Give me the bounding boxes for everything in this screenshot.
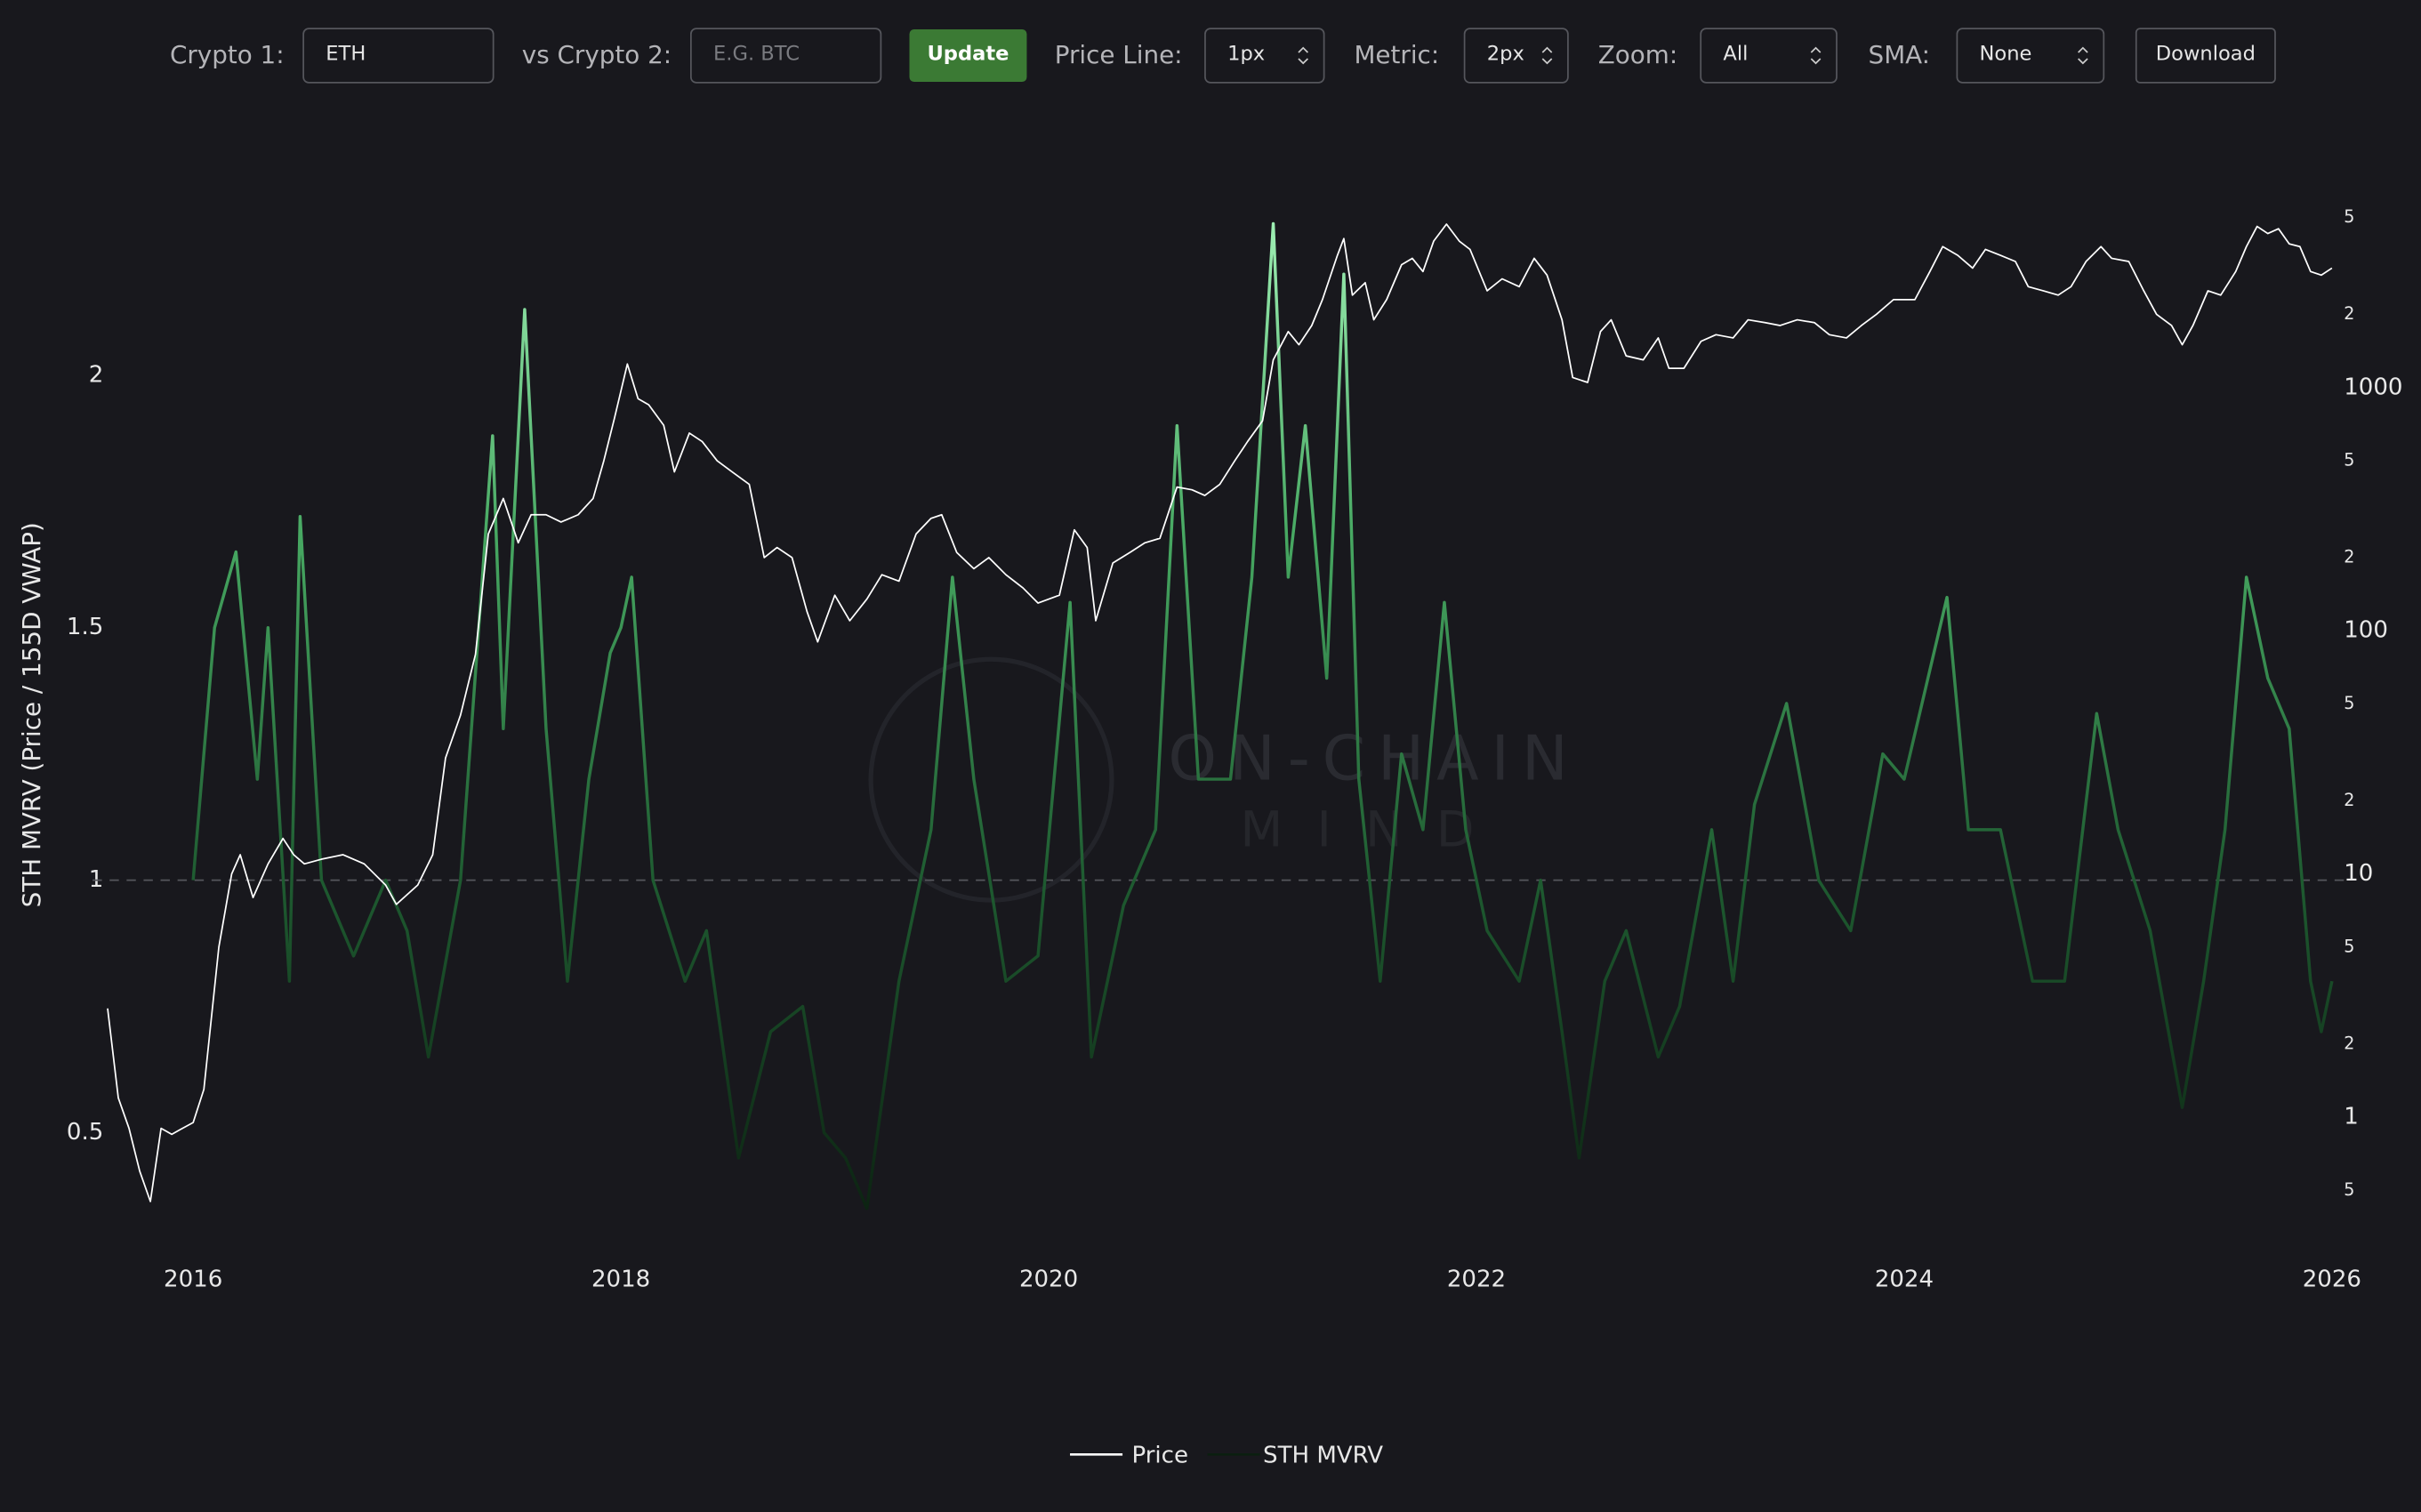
y2-tick-label: 2 [2344,1033,2354,1053]
select-value: 2px [1486,43,1524,67]
crypto1-input[interactable]: ETH [302,28,495,84]
y2-tick-label: 5 [2344,936,2354,956]
sma-select[interactable]: None [1956,28,2105,84]
watermark: ON-CHAIN [1168,724,1580,795]
x-tick-label: 2024 [1875,1267,1934,1293]
select-value: All [1723,43,1749,67]
x-tick-label: 2016 [164,1267,222,1293]
x-tick-label: 2022 [1447,1267,1506,1293]
x-tick-label: 2020 [1019,1267,1078,1293]
metric-select[interactable]: 2px [1463,28,1569,84]
label: Metric: [1354,40,1440,70]
chevron [2078,46,2088,65]
y2-tick-label: 100 [2344,617,2388,644]
y-tick-label: 1.5 [67,614,103,640]
y2-tick-label: 2 [2344,546,2354,567]
crypto2-input[interactable]: E.G. BTC [689,28,882,84]
series-line [191,221,2334,1210]
legend-label: STH MVRV [1263,1443,1383,1469]
zoom-select[interactable]: All [1700,28,1838,84]
label: Crypto 1: [169,40,285,70]
legend-label: Price [1131,1443,1188,1469]
y2-tick-label: 2 [2344,303,2354,324]
x-tick-label: 2026 [2303,1267,2361,1293]
y2-tick-label: 5 [2344,1179,2354,1200]
y2-tick-label: 5 [2344,450,2354,470]
chevron [1298,46,1309,65]
label: SMA: [1868,40,1931,70]
y2-tick-label: 5 [2344,693,2354,713]
y-tick-label: 0.5 [67,1119,103,1146]
update-button[interactable]: Update [909,28,1027,83]
watermark-logo [868,656,1114,903]
y2-tick-label: 2 [2344,790,2354,810]
x-tick-label: 2018 [591,1267,650,1293]
y2-tick-label: 1 [2344,1104,2359,1130]
y-axis-label: STH MVRV (Price / 155D VWAP) [17,522,46,907]
y2-tick-label: 1000 [2344,374,2402,400]
y2-tick-label: 5 [2344,206,2354,227]
watermark: MIND [1240,800,1508,858]
label: vs Crypto 2: [521,40,672,70]
y2-tick-label: 10 [2344,860,2373,887]
label: Price Line: [1054,40,1183,70]
download-button[interactable]: Download [2135,28,2276,84]
price-line-select[interactable]: 1px [1204,28,1325,84]
label: Zoom: [1597,40,1678,70]
select-value: 1px [1227,43,1266,67]
y-tick-label: 2 [89,361,104,388]
chevron [1541,46,1553,65]
chevron [1810,46,1822,65]
select-value: None [1979,43,2032,67]
series-line [107,223,2333,1202]
